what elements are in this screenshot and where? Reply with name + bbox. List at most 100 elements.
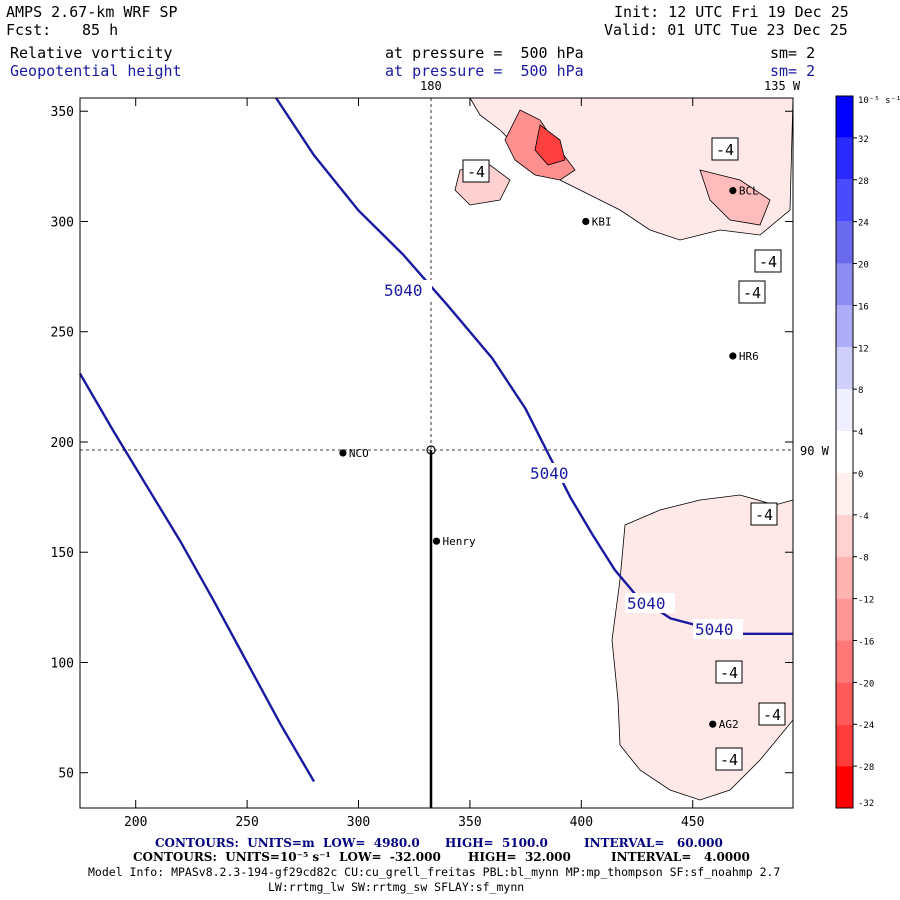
station-label: AG2 (719, 718, 739, 731)
vorticity-label: -4 (720, 751, 738, 769)
colorbar-tick-label: 12 (858, 344, 869, 354)
y-tick-label: 100 (51, 656, 74, 671)
colorbar-swatch (836, 179, 853, 222)
y-tick-label: 250 (51, 326, 74, 341)
model-title: AMPS 2.67-km WRF SP (6, 3, 178, 21)
height-label: 5040 (530, 464, 569, 483)
colorbar-tick-label: -4 (858, 512, 869, 522)
lon-90w-label: 90 W (800, 444, 829, 458)
height-labels: 5040 5040 5040 5040 (382, 280, 743, 639)
colorbar-swatch (836, 221, 853, 264)
colorbar-tick-label: 24 (858, 219, 869, 229)
footer-height-contours: CONTOURS: UNITS=m LOW= 4980.0 (155, 836, 420, 850)
colorbar-swatch (836, 431, 853, 473)
vorticity-label: -4 (743, 284, 761, 302)
colorbar-swatch (836, 682, 853, 725)
x-tick-label: 250 (235, 815, 258, 830)
height-label: 5040 (384, 281, 423, 300)
colorbar-tick-label: -28 (858, 763, 874, 773)
stations: NCO Henry KBI HR6 AG2 BCL (339, 185, 759, 731)
colorbar-tick-label: -16 (858, 637, 874, 647)
colorbar-swatch (836, 347, 853, 390)
colorbar-swatch (836, 556, 853, 599)
x-tick-label: 350 (458, 815, 481, 830)
station-label: NCO (349, 447, 369, 460)
station-marker (582, 217, 590, 226)
colorbar-tick-label: 0 (858, 470, 863, 480)
station-label: HR6 (739, 350, 759, 363)
footer-height-interval: INTERVAL= 60.000 (584, 836, 723, 850)
vorticity-label: -4 (720, 664, 738, 682)
vorticity-label: -4 (755, 506, 773, 524)
valid-time: Valid: 01 UTC Tue 23 Dec 25 (604, 21, 848, 39)
forecast-hours: 85 h (82, 21, 119, 39)
lon-135w-label: 135 W (764, 79, 801, 93)
vorticity-region-ne (699, 169, 771, 226)
vorticity-region-se (611, 494, 794, 801)
colorbar-swatch (836, 724, 853, 767)
station-marker (729, 352, 737, 360)
colorbar-tick-label: -12 (858, 596, 874, 606)
vorticity-label: -4 (759, 253, 777, 271)
footer-vort-interval: INTERVAL= 4.0000 (611, 850, 750, 864)
x-tick-label: 450 (681, 815, 704, 830)
y-tick-label: 200 (51, 436, 74, 451)
colorbar-swatch (836, 514, 853, 557)
colorbar-tick-label: -32 (858, 799, 874, 809)
pole-marker (426, 445, 436, 455)
footer-vort-contours: CONTOURS: UNITS=10⁻⁵ s⁻¹ LOW= -32.000 (133, 850, 441, 864)
colorbar-swatch (836, 96, 853, 138)
field1-smoothing: sm= 2 (770, 44, 816, 62)
y-tick-label: 300 (51, 215, 74, 230)
colorbar-swatch (836, 598, 853, 641)
vorticity-region-north-core (534, 124, 566, 166)
colorbar-tick-label: 16 (858, 302, 869, 312)
y-tick-label: 350 (51, 105, 74, 120)
axes: 200 250 300 350 400 450 50 100 150 200 250 300 350 (51, 98, 793, 830)
vorticity-field (454, 97, 794, 801)
field2-name: Geopotential height (10, 62, 182, 80)
station-marker (709, 720, 717, 728)
colorbar-swatch (836, 137, 853, 180)
station-marker (339, 449, 347, 457)
colorbar-swatch (836, 389, 853, 432)
x-tick-label: 400 (570, 815, 593, 830)
station-marker (729, 187, 737, 195)
footer-model-physics: LW:rrtmg_lw SW:rrtmg_sw SFLAY:sf_mynn (268, 880, 525, 894)
field1-name: Relative vorticity (10, 44, 173, 62)
colorbar-frame (835, 95, 854, 809)
colorbar-tick-label: 8 (858, 386, 863, 396)
y-tick-label: 150 (51, 546, 74, 561)
height-contour-line (78, 372, 316, 783)
field2-level: at pressure = 500 hPa (385, 62, 584, 80)
init-time: Init: 12 UTC Fri 19 Dec 25 (614, 3, 849, 21)
colorbar-tick-label: 4 (858, 428, 863, 438)
colorbar-swatch (836, 766, 853, 808)
colorbar-tick-label: 20 (858, 261, 869, 271)
colorbar-units: 10⁻⁵ s⁻¹ (858, 96, 900, 106)
colorbar-tick-label: -20 (858, 679, 874, 689)
station-label: Henry (443, 535, 476, 548)
colorbar-tick-label: -8 (858, 554, 869, 564)
colorbar-tick-label: 32 (858, 135, 869, 145)
footer-model-info: Model Info: MPASv8.2.3-194-gf29cd82c CU:… (88, 865, 781, 879)
colorbar-swatch (836, 472, 853, 515)
vorticity-label: -4 (716, 141, 734, 159)
x-tick-label: 300 (347, 815, 370, 830)
colorbar-swatch (836, 640, 853, 683)
station-marker (432, 537, 441, 545)
vorticity-label: -4 (763, 706, 781, 724)
colorbar-tick-label: -24 (858, 721, 874, 731)
vorticity-label: -4 (467, 163, 485, 181)
y-tick-label: 50 (58, 767, 74, 782)
lon-180-label: 180 (420, 79, 442, 93)
colorbar-swatch (836, 305, 853, 348)
plot-frame (79, 97, 794, 809)
height-label: 5040 (627, 594, 666, 613)
forecast-label: Fcst: (6, 21, 52, 39)
footer-height-high: HIGH= 5100.0 (445, 836, 548, 850)
vorticity-labels: -4 -4 -4 -4 -4 -4 -4 -4 (462, 137, 786, 771)
station-label: KBI (592, 215, 612, 228)
colorbar-swatch (836, 263, 853, 306)
